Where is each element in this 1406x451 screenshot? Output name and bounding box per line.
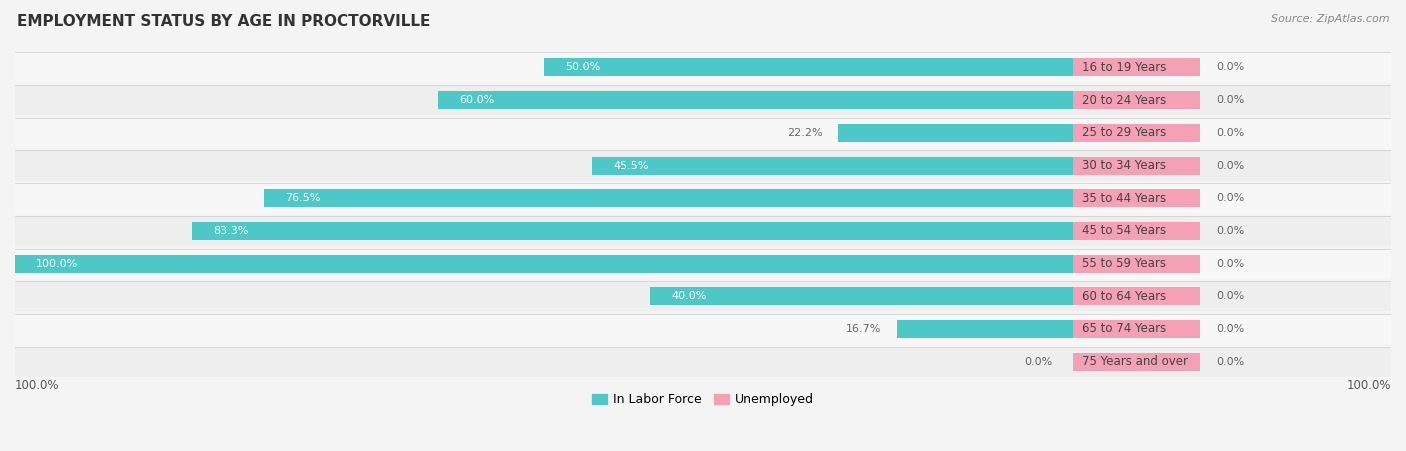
Bar (15, 314, 1391, 344)
Bar (897, 320, 1073, 338)
Text: 60.0%: 60.0% (460, 95, 495, 105)
Bar (15, 255, 1073, 272)
Bar (650, 287, 1073, 305)
Text: 35 to 44 Years: 35 to 44 Years (1083, 192, 1166, 205)
Bar (191, 222, 1073, 240)
Bar (544, 59, 1073, 76)
Bar (838, 124, 1073, 142)
Text: 22.2%: 22.2% (787, 128, 823, 138)
Text: 60 to 64 Years: 60 to 64 Years (1083, 290, 1166, 303)
Text: 0.0%: 0.0% (1216, 128, 1244, 138)
Text: EMPLOYMENT STATUS BY AGE IN PROCTORVILLE: EMPLOYMENT STATUS BY AGE IN PROCTORVILLE (17, 14, 430, 28)
Bar (1073, 320, 1201, 338)
Bar (15, 52, 1391, 83)
Bar (1073, 353, 1201, 371)
Text: 0.0%: 0.0% (1216, 291, 1244, 301)
Bar (15, 347, 1391, 377)
Bar (15, 216, 1391, 246)
Bar (439, 91, 1073, 109)
Text: 0.0%: 0.0% (1216, 193, 1244, 203)
Bar (1073, 156, 1201, 175)
Bar (592, 156, 1073, 175)
Text: Source: ZipAtlas.com: Source: ZipAtlas.com (1271, 14, 1389, 23)
Bar (15, 281, 1391, 311)
Text: 100.0%: 100.0% (1347, 379, 1391, 391)
Text: 100.0%: 100.0% (15, 379, 59, 391)
Bar (15, 85, 1391, 115)
Text: 40.0%: 40.0% (671, 291, 707, 301)
Text: 0.0%: 0.0% (1216, 62, 1244, 73)
Bar (1073, 287, 1201, 305)
Bar (264, 189, 1073, 207)
Bar (15, 183, 1391, 213)
Text: 65 to 74 Years: 65 to 74 Years (1083, 322, 1166, 336)
Text: 83.3%: 83.3% (212, 226, 249, 236)
Bar (15, 151, 1391, 180)
Bar (1073, 124, 1201, 142)
Text: 0.0%: 0.0% (1216, 95, 1244, 105)
Bar (1073, 189, 1201, 207)
Text: 55 to 59 Years: 55 to 59 Years (1083, 257, 1166, 270)
Text: 20 to 24 Years: 20 to 24 Years (1083, 94, 1166, 106)
Text: 75 Years and over: 75 Years and over (1083, 355, 1188, 368)
Text: 0.0%: 0.0% (1216, 324, 1244, 334)
Legend: In Labor Force, Unemployed: In Labor Force, Unemployed (586, 388, 820, 411)
Text: 25 to 29 Years: 25 to 29 Years (1083, 126, 1166, 139)
Text: 0.0%: 0.0% (1024, 357, 1052, 367)
Bar (1073, 59, 1201, 76)
Bar (1073, 222, 1201, 240)
Bar (1073, 255, 1201, 272)
Text: 45 to 54 Years: 45 to 54 Years (1083, 225, 1166, 237)
Text: 0.0%: 0.0% (1216, 258, 1244, 269)
Text: 50.0%: 50.0% (565, 62, 600, 73)
Text: 100.0%: 100.0% (37, 258, 79, 269)
Text: 0.0%: 0.0% (1216, 161, 1244, 170)
Text: 16.7%: 16.7% (845, 324, 880, 334)
Text: 0.0%: 0.0% (1216, 357, 1244, 367)
Text: 76.5%: 76.5% (285, 193, 321, 203)
Bar (15, 118, 1391, 148)
Text: 16 to 19 Years: 16 to 19 Years (1083, 61, 1167, 74)
Bar (15, 249, 1391, 279)
Text: 30 to 34 Years: 30 to 34 Years (1083, 159, 1166, 172)
Text: 0.0%: 0.0% (1216, 226, 1244, 236)
Bar (1073, 91, 1201, 109)
Text: 45.5%: 45.5% (613, 161, 648, 170)
